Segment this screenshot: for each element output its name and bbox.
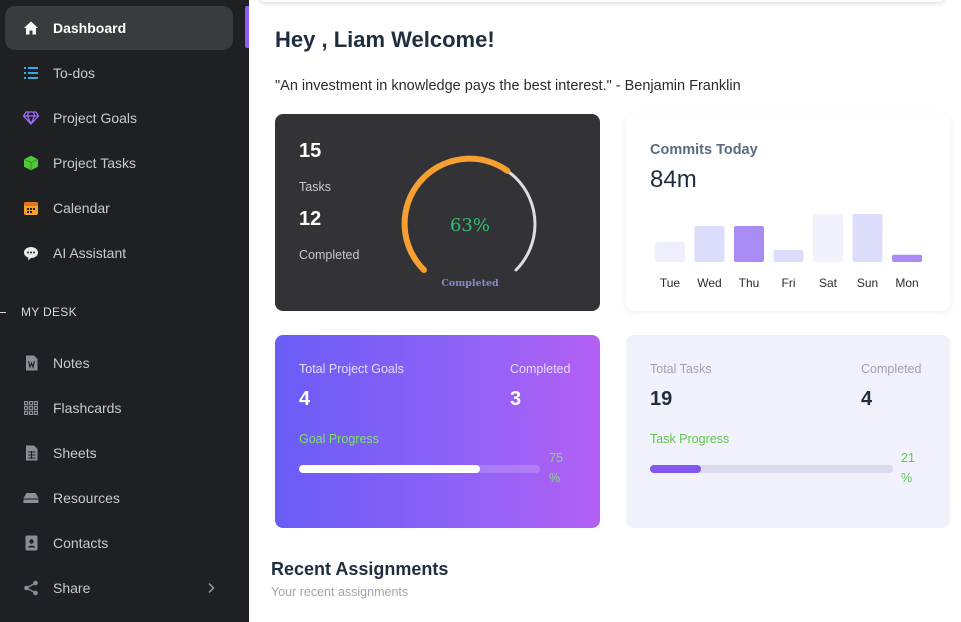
chevron-right-icon[interactable] [203, 580, 219, 596]
section-divider [0, 312, 6, 313]
section-label-my-desk: MY DESK [21, 305, 77, 319]
goal-progress-percent: 75 % [549, 451, 563, 485]
goal-progress-fill [299, 465, 480, 473]
sidebar-item-label: Share [53, 580, 91, 596]
sidebar-item-ai-assistant[interactable]: AI Assistant [5, 231, 233, 275]
goals-completed-label: Completed [510, 362, 571, 376]
goal-progress-bar [299, 465, 540, 473]
task-progress-label: Task Progress [650, 432, 730, 446]
drive-icon [22, 489, 40, 507]
recent-assignments-subtitle: Your recent assignments [271, 585, 409, 599]
commit-bar-sun [852, 214, 883, 262]
commit-day-label: Fri [782, 276, 796, 290]
sidebar-item-dashboard[interactable]: Dashboard [5, 6, 233, 50]
commit-bar-tue [655, 241, 685, 262]
completed-label: Completed [299, 248, 360, 262]
gauge-arc [401, 155, 511, 273]
sidebar-item-contacts[interactable]: Contacts [5, 521, 233, 565]
commits-title: Commits Today [650, 142, 758, 158]
total-tasks-value: 19 [650, 388, 673, 410]
sidebar-item-sheets[interactable]: Sheets [5, 431, 233, 475]
recent-assignments-title: Recent Assignments [271, 559, 449, 579]
tasks-completed-value: 4 [861, 388, 873, 410]
tasks-count: 15 [299, 140, 322, 162]
total-tasks-label: Total Tasks [650, 362, 712, 376]
sidebar-item-label: Contacts [53, 535, 109, 551]
commit-day-label: Thu [739, 276, 760, 290]
task-progress-percent: 21 % [901, 451, 915, 485]
sidebar-item-flashcards[interactable]: Flashcards [5, 386, 233, 430]
sidebar: Dashboard To-dos Project Goals Project T… [0, 0, 249, 622]
diamond-icon [22, 109, 40, 127]
sidebar-item-todos[interactable]: To-dos [5, 51, 233, 95]
goal-progress-label: Goal Progress [299, 432, 379, 446]
contact-icon [22, 534, 40, 552]
sidebar-item-notes[interactable]: Notes [5, 341, 233, 385]
completed-count: 12 [299, 208, 322, 230]
notes-icon [22, 354, 40, 372]
top-card [258, 0, 946, 2]
sidebar-item-calendar[interactable]: Calendar [5, 186, 233, 230]
page-title: Hey , Liam Welcome! [275, 27, 495, 52]
sidebar-item-label: Project Goals [53, 110, 138, 126]
goals-completed-value: 3 [510, 388, 522, 410]
sidebar-item-share[interactable]: Share [5, 566, 233, 610]
total-goals-value: 4 [299, 388, 311, 410]
commit-bar-sat [813, 214, 843, 262]
sidebar-item-resources[interactable]: Resources [5, 476, 233, 520]
sheet-icon [22, 444, 40, 462]
completion-gauge: 63% Completed [401, 155, 537, 289]
active-indicator [245, 6, 249, 48]
task-summary-card: 15 Tasks 12 Completed 63% Completed [275, 114, 600, 311]
sidebar-item-label: AI Assistant [53, 245, 127, 261]
sidebar-item-project-goals[interactable]: Project Goals [5, 96, 233, 140]
calendar-icon [22, 199, 40, 217]
sidebar-item-project-tasks[interactable]: Project Tasks [5, 141, 233, 185]
gauge-label: Completed [441, 278, 499, 289]
task-progress-bar [650, 465, 893, 473]
sidebar-item-label: Flashcards [53, 400, 122, 416]
sidebar-item-label: Dashboard [53, 20, 127, 36]
list-icon [22, 64, 40, 82]
commit-day-label: Wed [697, 276, 721, 290]
commit-day-label: Tue [660, 276, 681, 290]
chat-icon [22, 244, 40, 262]
commits-bar-chart: Tue Wed Thu Fri Sat Sun Mon [655, 214, 922, 290]
sidebar-item-label: Notes [53, 355, 90, 371]
commit-bar-fri [773, 250, 804, 262]
sidebar-item-label: Project Tasks [53, 155, 136, 171]
cube-icon [22, 154, 40, 172]
commit-bar-wed [694, 226, 725, 262]
sidebar-item-label: Sheets [53, 445, 97, 461]
tasks-card: Total Tasks Completed 19 4 Task Progress… [626, 335, 950, 528]
sidebar-item-label: Resources [53, 490, 120, 506]
task-progress-fill [650, 465, 702, 473]
tasks-completed-label: Completed [861, 362, 922, 376]
commits-value: 84m [650, 166, 697, 193]
commits-card: Commits Today 84m Tue Wed Thu Fri Sat Sun Mon [626, 114, 950, 311]
commit-day-label: Mon [895, 276, 918, 290]
tasks-label: Tasks [299, 180, 331, 194]
sidebar-item-label: Calendar [53, 200, 110, 216]
project-goals-card: Total Project Goals Completed 4 3 Goal P… [275, 335, 600, 528]
commit-bar-thu [734, 226, 764, 262]
grid-icon [22, 399, 40, 417]
commit-day-label: Sun [857, 276, 878, 290]
sidebar-item-label: To-dos [53, 65, 96, 81]
commit-bar-mon [892, 254, 922, 262]
total-goals-label: Total Project Goals [299, 362, 404, 376]
home-icon [22, 19, 40, 37]
share-icon [22, 579, 40, 597]
gauge-percent: 63% [450, 215, 490, 236]
quote-text: "An investment in knowledge pays the bes… [275, 78, 741, 94]
commit-day-label: Sat [819, 276, 838, 290]
